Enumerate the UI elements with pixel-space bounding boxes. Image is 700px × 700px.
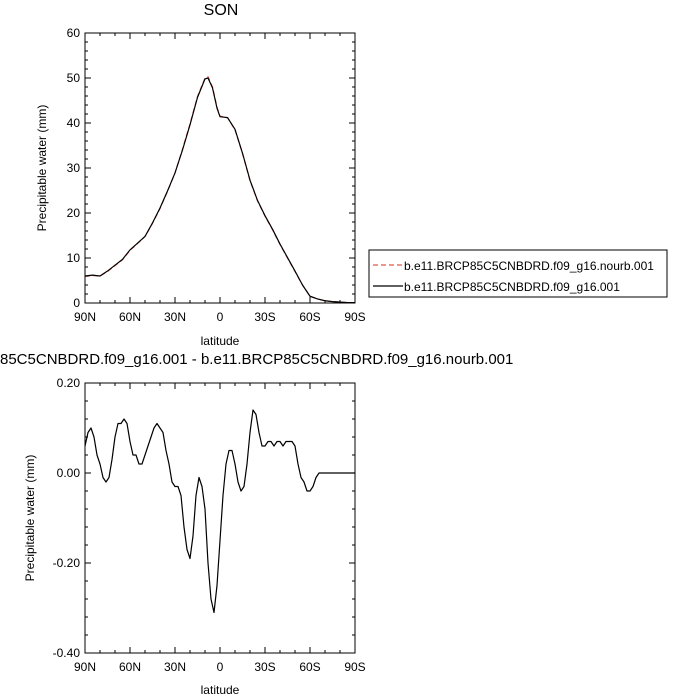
bottom-x-tick-label: 0 — [217, 660, 224, 674]
legend-frame — [368, 249, 668, 298]
top-x-tick-label: 90S — [344, 310, 365, 324]
bottom-y-axis-label: Precipitable water (mm) — [23, 455, 37, 582]
bottom-axis-ticks: 90N 60N 30N 0 30S 60S 90S 0.20 0.00 -0.20 -0.40 — [53, 376, 366, 674]
bottom-y-tick-label: 0.00 — [57, 466, 81, 480]
bottom-y-tick-label: 0.20 — [57, 376, 81, 390]
bottom-x-axis-label: latitude — [201, 683, 240, 697]
bottom-panel-title: 85C5CNBDRD.f09_g16.001 - b.e11.BRCP85C5C… — [0, 351, 513, 368]
bottom-x-tick-label: 90N — [74, 660, 96, 674]
top-y-axis-label: Precipitable water (mm) — [35, 105, 49, 232]
top-y-tick-label: 20 — [67, 206, 81, 220]
top-x-tick-label: 30S — [254, 310, 275, 324]
bottom-x-tick-label: 60S — [299, 660, 320, 674]
bottom-panel: 85C5CNBDRD.f09_g16.001 - b.e11.BRCP85C5C… — [0, 351, 513, 697]
top-x-axis-label: latitude — [201, 334, 240, 348]
top-x-tick-label: 60N — [119, 310, 141, 324]
bottom-y-tick-label: -0.20 — [53, 556, 81, 570]
top-axis-ticks: 90N 60N 30N 0 30S 60S 90S 0 10 20 30 40 50 60 — [67, 26, 366, 324]
top-panel: SON 90N 60N 30N 0 30S 60S 90S 0 10 20 30 40 50 60 lat… — [35, 2, 366, 348]
top-series-lines — [84, 76, 355, 304]
top-y-tick-label: 50 — [67, 71, 81, 85]
bottom-x-tick-label: 30N — [164, 660, 186, 674]
bottom-x-tick-label: 90S — [344, 660, 365, 674]
bottom-y-tick-label: -0.40 — [53, 646, 81, 660]
top-series-line-1 — [84, 77, 355, 304]
top-x-tick-label: 30N — [164, 310, 186, 324]
top-series-line-0 — [84, 76, 355, 304]
bottom-plot-frame — [84, 382, 356, 654]
bottom-x-tick-label: 60N — [119, 660, 141, 674]
bottom-series-lines — [84, 409, 355, 614]
top-plot-frame — [84, 32, 356, 304]
top-x-tick-label: 60S — [299, 310, 320, 324]
top-x-tick-label: 0 — [217, 310, 224, 324]
top-y-tick-label: 30 — [67, 161, 81, 175]
top-y-tick-label: 0 — [73, 296, 80, 310]
top-x-tick-label: 90N — [74, 310, 96, 324]
top-panel-title: SON — [204, 2, 239, 19]
bottom-x-tick-label: 30S — [254, 660, 275, 674]
top-y-tick-label: 40 — [67, 116, 81, 130]
legend: b.e11.BRCP85C5CNBDRD.f09_g16.nourb.001 b… — [368, 249, 668, 298]
legend-entry-nourb: b.e11.BRCP85C5CNBDRD.f09_g16.nourb.001 — [404, 259, 654, 273]
top-y-tick-label: 10 — [67, 251, 81, 265]
top-y-tick-label: 60 — [67, 26, 81, 40]
legend-entry-urb: b.e11.BRCP85C5CNBDRD.f09_g16.001 — [404, 280, 620, 294]
bottom-series-line-0 — [84, 409, 355, 614]
